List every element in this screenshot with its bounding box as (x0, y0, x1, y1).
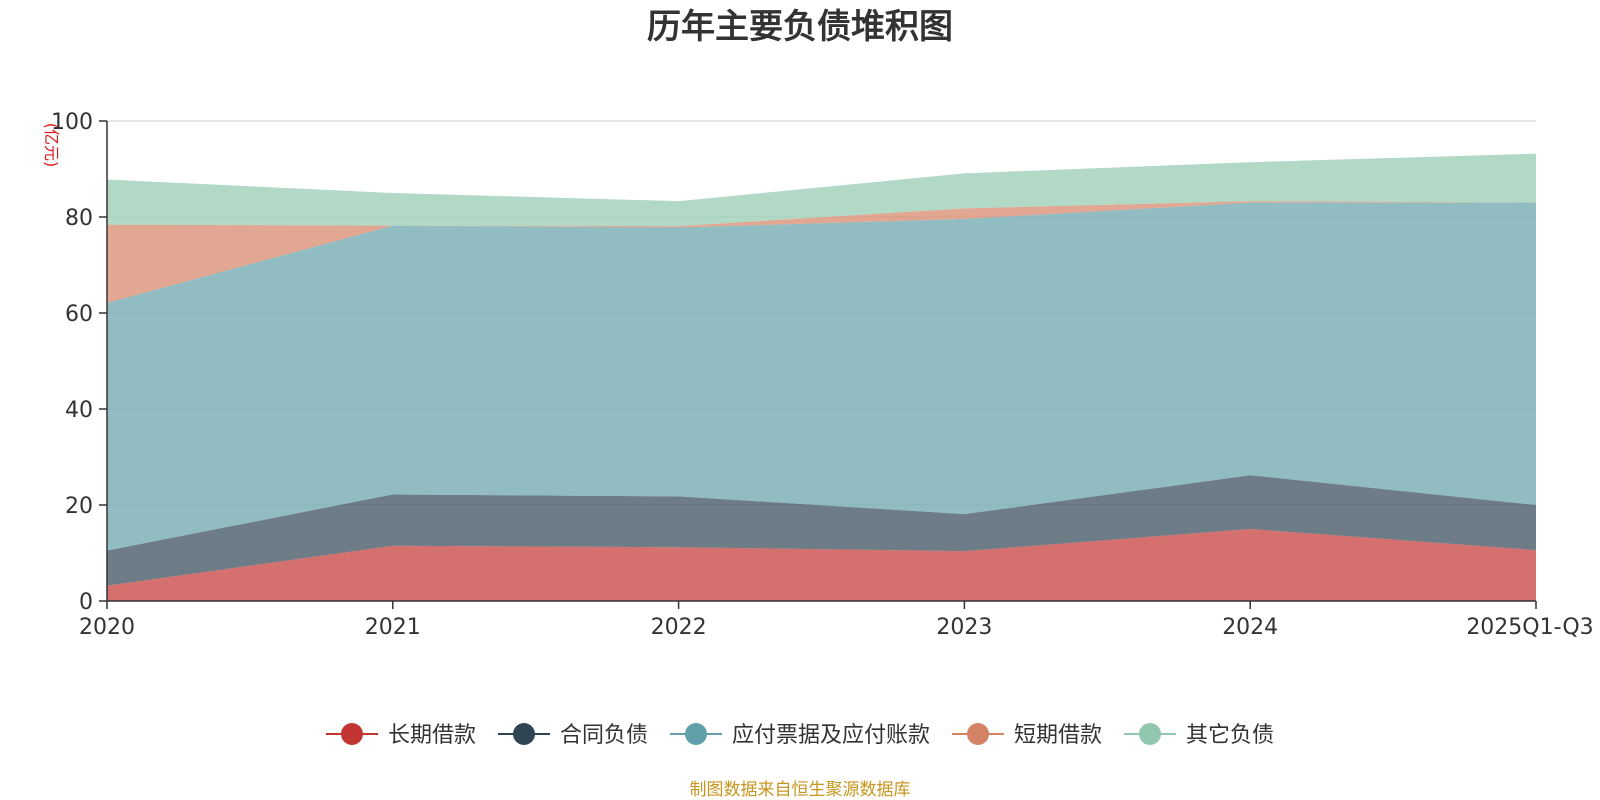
x-tick-label: 2022 (651, 615, 707, 640)
legend-circle-icon (1139, 723, 1162, 745)
data-source-note: 制图数据来自恒生聚源数据库 (690, 780, 911, 800)
legend-item-2[interactable]: 应付票据及应付账款 (669, 723, 930, 748)
x-tick-label: 2023 (936, 615, 992, 640)
y-tick-label: 100 (51, 110, 93, 135)
area-series-2 (107, 202, 1536, 551)
area-series-3 (107, 201, 1536, 303)
legend: 长期借款 合同负债 应付票据及应付账款 短期借款 其它负债 (325, 723, 1274, 748)
x-tick-label: 2020 (79, 615, 135, 640)
legend-circle-icon (684, 723, 707, 745)
legend-label: 应付票据及应付账款 (732, 723, 930, 748)
y-tick-label: 60 (65, 302, 93, 327)
y-tick-label: 0 (79, 590, 93, 615)
legend-circle-icon (967, 723, 990, 745)
legend-label: 合同负债 (560, 723, 648, 748)
legend-item-4[interactable]: 其它负债 (1124, 723, 1274, 748)
legend-label: 其它负债 (1186, 723, 1274, 748)
legend-circle-icon (340, 723, 363, 745)
chart-title: 历年主要负债堆积图 (647, 7, 953, 47)
axes (106, 121, 1536, 602)
unit-label: (亿元) (42, 123, 61, 168)
x-tick-label: 2025Q1-Q3 (1466, 615, 1593, 640)
legend-item-3[interactable]: 短期借款 (952, 723, 1102, 748)
y-tick-labels: 0 20 40 60 80 100 (51, 110, 107, 615)
x-tick-label: 2024 (1222, 615, 1278, 640)
legend-label: 长期借款 (388, 723, 476, 748)
legend-circle-icon (512, 723, 535, 745)
y-tick-label: 20 (65, 494, 93, 519)
legend-item-0[interactable]: 长期借款 (325, 723, 476, 748)
x-tick-label: 2021 (365, 615, 421, 640)
area-series-1 (107, 475, 1536, 586)
area-series-0 (107, 529, 1536, 601)
x-tick-labels: 2020 2021 2022 2023 2024 2025Q1-Q3 (79, 601, 1594, 640)
y-tick-label: 40 (65, 398, 93, 423)
area-series-4 (107, 153, 1536, 227)
area-layers (107, 153, 1536, 601)
y-tick-label: 80 (65, 206, 93, 231)
legend-item-1[interactable]: 合同负债 (497, 723, 648, 748)
legend-label: 短期借款 (1014, 723, 1102, 748)
